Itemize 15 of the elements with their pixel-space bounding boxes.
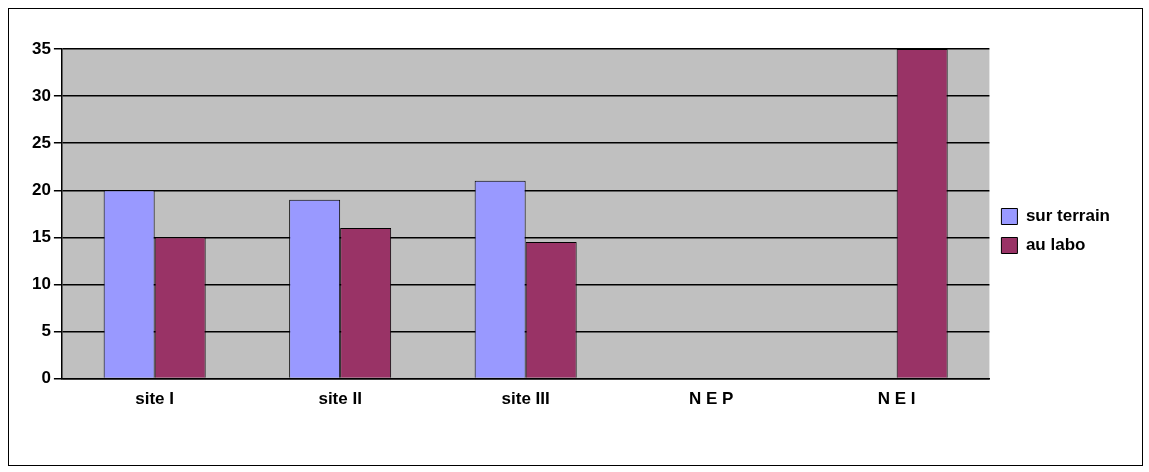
y-tick-label: 10 [31,274,51,294]
x-tick-label: N E P [688,389,734,409]
legend-label: au labo [1025,235,1086,255]
y-tick-label: 5 [41,321,51,341]
y-tick-label: 25 [31,132,51,152]
x-tick-label: site I [135,389,175,409]
legend-label: sur terrain [1025,206,1111,226]
x-tick-label: site II [318,389,362,409]
x-tick-label: site III [501,389,550,409]
y-tick-label: 0 [41,368,51,388]
x-tick-label: N E I [877,389,916,409]
y-tick-label: 15 [31,227,51,247]
y-tick-label: 30 [31,85,51,105]
y-tick-label: 20 [31,179,51,199]
y-tick-label: 35 [31,38,51,58]
